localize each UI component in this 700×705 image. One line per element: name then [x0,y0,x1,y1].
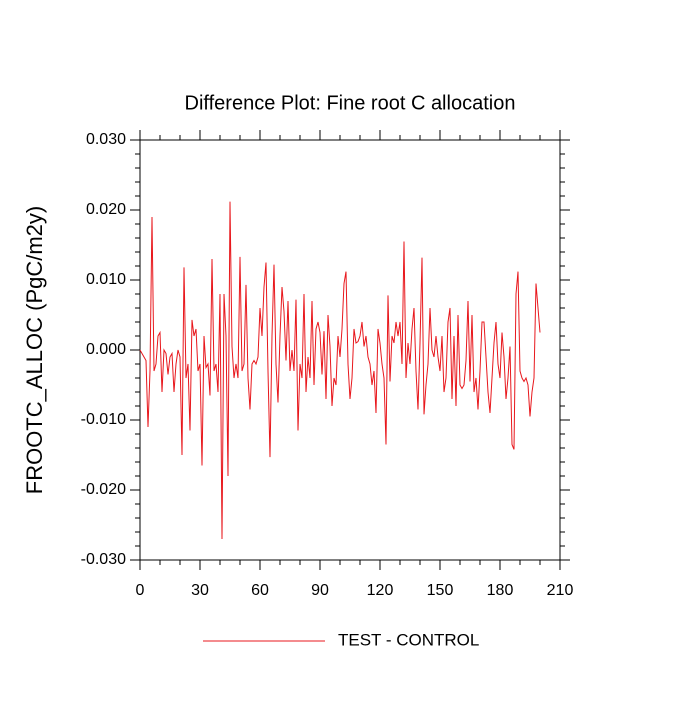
y-axis-label: FROOTC_ALLOC (PgC/m2y) [22,206,47,495]
x-tick-label: 60 [251,582,269,599]
y-tick-label: -0.020 [81,481,126,498]
y-tick-label: 0.030 [86,131,126,148]
x-tick-label: 150 [427,582,454,599]
legend-label: TEST - CONTROL [338,630,479,649]
data-line [139,201,541,540]
x-tick-label: 210 [547,582,574,599]
x-tick-label: 180 [487,582,514,599]
x-tick-label: 30 [191,582,209,599]
x-tick-label: 90 [311,582,329,599]
y-tick-label: -0.030 [81,551,126,568]
y-tick-label: 0.010 [86,271,126,288]
y-tick-label: 0.000 [86,341,126,358]
x-tick-label: 0 [136,582,145,599]
chart-title: Difference Plot: Fine root C allocation [185,92,516,114]
y-tick-label: 0.020 [86,201,126,218]
x-tick-label: 120 [367,582,394,599]
y-tick-label: -0.010 [81,411,126,428]
